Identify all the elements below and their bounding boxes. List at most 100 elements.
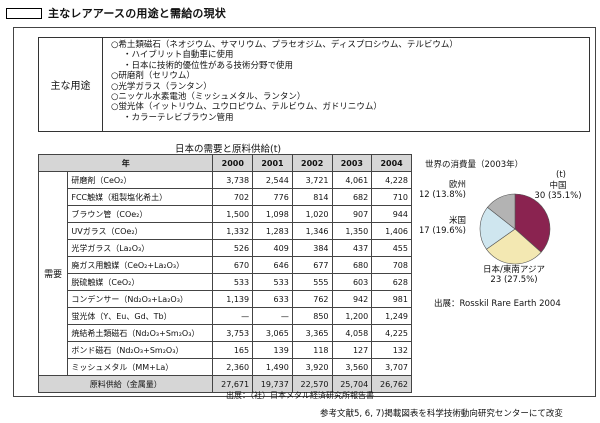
table-row: FCC触媒（粗製塩化希土） 702 776 814 682 710 — [39, 188, 412, 206]
pie-title: 世界の消費量（2003年） — [425, 160, 524, 170]
pie-slice — [479, 206, 516, 250]
row-name: 光学ガラス（La₂O₃） — [67, 239, 214, 257]
uses-line: ○希土類磁石（ネオジウム、サマリウム、プラセオジム、ディスプロシウム、テルビウム… — [111, 40, 458, 50]
row-value: 533 — [212, 273, 254, 291]
row-value: — — [252, 307, 293, 325]
row-value: 682 — [331, 188, 373, 206]
row-value: 3,738 — [212, 171, 254, 189]
row-value: 4,058 — [331, 324, 373, 342]
uses-line: ○ニッケル水素電池（ミッシュメタル、ランタン） — [111, 92, 306, 103]
row-value: 702 — [212, 188, 254, 206]
row-value: 118 — [291, 341, 333, 359]
table-row: 廃ガス用触媒（CeO₂+La₂O₃） 670 646 677 680 708 — [39, 256, 412, 274]
row-value: 1,139 — [212, 290, 254, 308]
table-row: UVガラス（COe₂） 1,332 1,283 1,346 1,350 1,406 — [39, 222, 412, 240]
total-value: 26,762 — [371, 375, 412, 393]
group-label: 需要 — [37, 171, 69, 376]
header-col: 2002 — [291, 154, 333, 172]
table-row: コンデンサー（Nd₂O₃+La₂O₃） 1,139 633 762 942 981 — [39, 290, 412, 308]
pie-slice-name: 中国 — [549, 180, 566, 191]
row-value: 603 — [331, 273, 373, 291]
table-row: 焼結希土類磁石（Nd₂O₃+Sm₂O₃） 3,753 3,065 3,365 4,058… — [39, 324, 412, 342]
row-value: 4,228 — [371, 171, 412, 189]
row-value: 3,707 — [371, 358, 412, 376]
row-value: 646 — [252, 256, 293, 274]
row-name: UVガラス（COe₂） — [67, 222, 214, 240]
row-value: 981 — [371, 290, 412, 308]
header-col: 2004 — [371, 154, 412, 172]
row-value: 944 — [371, 205, 412, 223]
table-caption: 日本の需要と原料供給(t) — [175, 144, 282, 155]
row-value: 1,406 — [371, 222, 412, 240]
row-value: 677 — [291, 256, 333, 274]
pie-slice-name: 日本/東南アジア — [483, 264, 545, 275]
row-value: 2,360 — [212, 358, 254, 376]
row-name: 研磨剤（CeO₂） — [67, 171, 214, 189]
total-label: 原料供給（金属量） — [37, 375, 214, 393]
pie-slice-name: 欧州 — [449, 179, 466, 190]
table-row: 需要 研磨剤（CeO₂） 3,738 2,544 3,721 4,061 4,228 — [37, 171, 412, 376]
row-value: 1,332 — [212, 222, 254, 240]
row-value: 127 — [331, 341, 373, 359]
total-row: 原料供給（金属量） 27,671 19,737 22,570 25,704 26,762 — [37, 375, 412, 393]
total-value: 27,671 — [212, 375, 254, 393]
header-col: 2003 — [331, 154, 373, 172]
row-name: FCC触媒（粗製塩化希土） — [67, 188, 214, 206]
row-value: 409 — [252, 239, 293, 257]
uses-list: ○希土類磁石（ネオジウム、サマリウム、プラセオジム、ディスプロシウム、テルビウム… — [111, 40, 458, 123]
row-value: 670 — [212, 256, 254, 274]
header-col: 2000 — [212, 154, 254, 172]
row-value: 1,500 — [212, 205, 254, 223]
row-value: 555 — [291, 273, 333, 291]
pie-slice — [514, 193, 551, 253]
pie-source: 出展：Rosskil Rare Earth 2004 — [434, 299, 561, 309]
uses-line: ・カラーテレビブラウン管用 — [123, 112, 234, 123]
header-col: 2001 — [252, 154, 293, 172]
table-row: ボンド磁石（Nd₂O₃+Sm₂O₃） 165 139 118 127 132 — [39, 341, 412, 359]
row-value: 1,350 — [331, 222, 373, 240]
row-value: 4,225 — [371, 324, 412, 342]
uses-line: ○研磨剤（セリウム） — [111, 71, 195, 82]
row-value: 814 — [291, 188, 333, 206]
table-row: 蛍光体（Y、Eu、Gd、Tb） — —850 1,200 1,249 — [39, 307, 412, 325]
header-year: 年 — [37, 154, 214, 172]
page-title: 主なレアアースの用途と需給の現状 — [48, 7, 226, 20]
row-value: 907 — [331, 205, 373, 223]
row-value: 384 — [291, 239, 333, 257]
row-value: 165 — [212, 341, 254, 359]
uses-table: 主な用途 ○希土類磁石（ネオジウム、サマリウム、プラセオジム、ディスプロシウム、… — [38, 37, 590, 132]
uses-line: ○蛍光体（イットリウム、ユウロピウム、テルビウム、ガドリニウム） — [111, 102, 382, 113]
uses-line: ○光学ガラス（ランタン） — [111, 81, 212, 92]
row-value: 139 — [252, 341, 293, 359]
uses-line: ・ハイブリット自動車に使用 — [123, 50, 234, 61]
row-value: 628 — [371, 273, 412, 291]
table-source: 出展：（社）日本メタル経済研究所報告書 — [226, 391, 374, 400]
row-value: 455 — [371, 239, 412, 257]
table-row: ミッシュメタル（MM+La） 2,360 1,490 3,920 3,560 3,707 — [39, 358, 412, 376]
row-value: 1,490 — [252, 358, 293, 376]
table-row: ブラウン管（COe₂） 1,500 1,098 1,020 907 944 — [39, 205, 412, 223]
row-name: ミッシュメタル（MM+La） — [67, 358, 214, 376]
row-value: 762 — [291, 290, 333, 308]
row-value: 633 — [252, 290, 293, 308]
title-marker-box — [6, 7, 42, 19]
row-value: 4,061 — [331, 171, 373, 189]
table-header-row: 年 2000 2001 2002 2003 2004 — [37, 154, 412, 172]
title-row: 主なレアアースの用途と需給の現状 — [6, 5, 226, 21]
row-value: 1,249 — [371, 307, 412, 325]
pie-slice — [487, 193, 516, 230]
row-value: 3,560 — [331, 358, 373, 376]
row-value: 708 — [371, 256, 412, 274]
pie-slice-value: 12 (13.8%) — [420, 190, 466, 200]
row-value: 3,753 — [212, 324, 254, 342]
total-value: 22,570 — [291, 375, 333, 393]
row-value: 850 — [291, 307, 333, 325]
pie-slice-value: 30 (35.1%) — [534, 191, 581, 201]
row-value: 942 — [331, 290, 373, 308]
pie-slice-value: 23 (27.5%) — [490, 275, 537, 285]
pie-unit: (t) — [556, 170, 566, 180]
row-name: 焼結希土類磁石（Nd₂O₃+Sm₂O₃） — [67, 324, 214, 342]
uses-line: ・日本に技術的優位性がある技術分野で使用 — [123, 60, 294, 71]
row-name: 脱硫触媒（CeO₂） — [67, 273, 214, 291]
